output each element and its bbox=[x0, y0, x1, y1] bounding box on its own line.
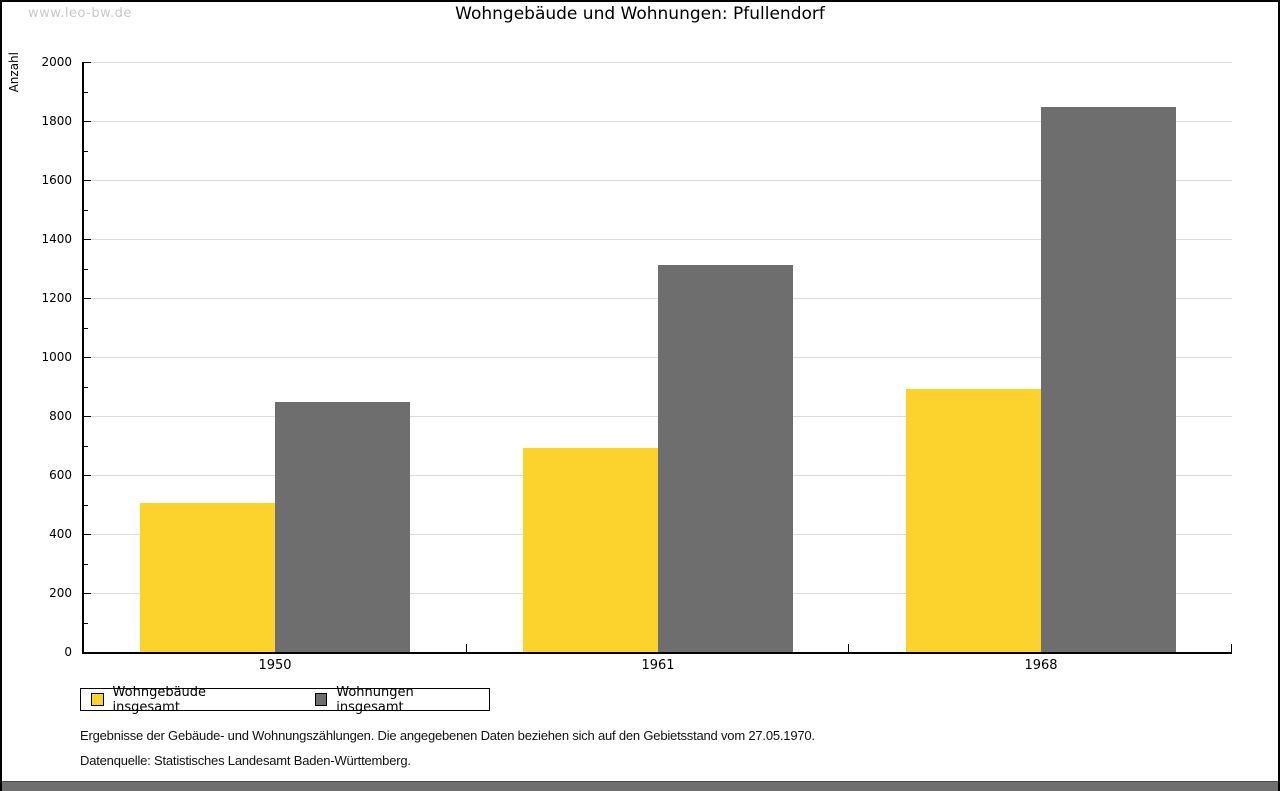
y-tick-label-1600: 1600 bbox=[41, 173, 72, 187]
x-category-label-1968: 1968 bbox=[1024, 658, 1058, 673]
y-minor-tick-100 bbox=[84, 622, 88, 624]
y-tick-label-400: 400 bbox=[49, 527, 72, 541]
bar-wohngebaeude-insgesamt-1968 bbox=[906, 389, 1041, 652]
footer-note: Ergebnisse der Gebäude- und Wohnungszähl… bbox=[80, 728, 815, 743]
y-tick-1400 bbox=[84, 239, 91, 240]
y-tick-1800 bbox=[84, 121, 91, 122]
y-tick-label-600: 600 bbox=[49, 468, 72, 482]
y-minor-tick-500 bbox=[84, 504, 88, 506]
y-tick-400 bbox=[84, 534, 91, 535]
plot-area: 0 200 400 600 800 1000 1200 1400 1600 1800 2000 195… bbox=[41, 55, 1232, 673]
y-minor-tick-700 bbox=[84, 445, 88, 447]
chart-title: Wohngebäude und Wohnungen: Pfullendorf bbox=[455, 4, 825, 24]
x-boundary-tick-2 bbox=[848, 644, 849, 652]
watermark: www.leo-bw.de bbox=[28, 6, 132, 21]
y-tick-label-1800: 1800 bbox=[41, 114, 72, 128]
y-tick-200 bbox=[84, 593, 91, 594]
x-boundary-tick-3 bbox=[1231, 644, 1232, 652]
legend-box: Wohngebäude insgesamt Wohnungen insgesam… bbox=[80, 685, 490, 715]
y-tick-1600 bbox=[84, 180, 91, 181]
legend-item-wohngebaeude: Wohngebäude insgesamt bbox=[91, 685, 271, 715]
legend-label-wohngebaeude: Wohngebäude insgesamt bbox=[112, 684, 207, 715]
y-tick-2000 bbox=[84, 62, 91, 63]
y-tick-800 bbox=[84, 416, 91, 417]
y-axis-label: Anzahl bbox=[7, 52, 21, 93]
gridline-1600 bbox=[84, 180, 1232, 181]
legend-swatch-yellow-icon bbox=[91, 693, 104, 706]
y-tick-1000 bbox=[84, 357, 91, 358]
y-tick-label-800: 800 bbox=[49, 409, 72, 423]
gridline-2000 bbox=[84, 62, 1232, 63]
y-tick-label-2000: 2000 bbox=[41, 55, 72, 69]
x-category-label-1950: 1950 bbox=[258, 658, 292, 673]
legend-item-wohnungen: Wohnungen insgesamt bbox=[314, 684, 479, 715]
bar-wohnungen-insgesamt-1968 bbox=[1041, 107, 1176, 652]
bar-wohnungen-insgesamt-1950 bbox=[275, 402, 410, 652]
bar-wohngebaeude-insgesamt-1961 bbox=[523, 448, 658, 652]
y-tick-label-0: 0 bbox=[64, 645, 72, 659]
y-minor-tick-1500 bbox=[84, 209, 88, 211]
y-minor-tick-900 bbox=[84, 386, 88, 388]
bar-wohngebaeude-insgesamt-1950 bbox=[140, 503, 275, 652]
y-tick-1200 bbox=[84, 298, 91, 299]
y-tick-600 bbox=[84, 475, 91, 476]
x-boundary-tick-1 bbox=[466, 644, 467, 652]
bottom-edge-bar bbox=[2, 781, 1278, 791]
gridline-1800 bbox=[84, 121, 1232, 122]
legend-label-wohnungen: Wohnungen insgesamt bbox=[336, 684, 414, 715]
y-minor-tick-1300 bbox=[84, 268, 88, 270]
y-minor-tick-1900 bbox=[84, 91, 88, 93]
y-minor-tick-1100 bbox=[84, 327, 88, 329]
y-minor-tick-300 bbox=[84, 563, 88, 565]
gridline-1400 bbox=[84, 239, 1232, 240]
y-tick-label-1000: 1000 bbox=[41, 350, 72, 364]
y-tick-label-1200: 1200 bbox=[41, 291, 72, 305]
y-minor-tick-1700 bbox=[84, 150, 88, 152]
y-tick-label-200: 200 bbox=[49, 586, 72, 600]
bar-wohnungen-insgesamt-1961 bbox=[658, 265, 793, 652]
legend-swatch-gray-icon bbox=[314, 693, 328, 706]
y-tick-label-1400: 1400 bbox=[41, 232, 72, 246]
x-category-label-1961: 1961 bbox=[641, 658, 675, 673]
footer-source: Datenquelle: Statistisches Landesamt Bad… bbox=[80, 753, 411, 768]
